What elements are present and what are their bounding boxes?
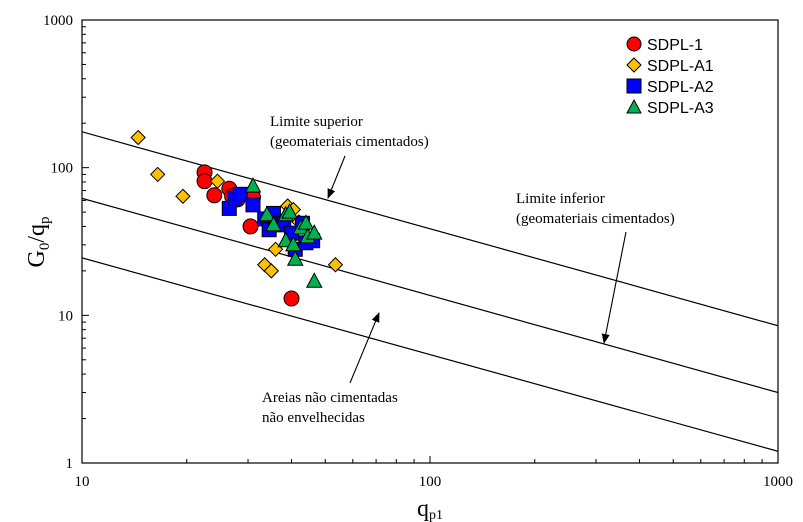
plot-area (81, 19, 779, 464)
annotation-lower-arrow (601, 231, 627, 344)
legend-marker-sdpl-a2 (626, 78, 642, 94)
point-sdpl-a3 (297, 214, 315, 230)
y-axis-title-g: G (24, 250, 50, 267)
point-sdpl-a3 (258, 205, 276, 222)
y-axis-title: G0/qp (24, 216, 53, 267)
limit-line-upper (82, 131, 778, 327)
annotation-sands-line2: não envelhecidas (262, 410, 365, 426)
y-tick-label: 1 (66, 456, 74, 472)
point-sdpl-a2 (245, 197, 261, 213)
x-tick-label: 100 (419, 474, 442, 490)
x-tick-label: 10 (75, 474, 90, 490)
legend-marker-sdpl-a1 (626, 57, 642, 73)
y-tick-label: 1000 (43, 13, 73, 29)
point-sdpl-a1 (327, 257, 344, 273)
axis-ticks (81, 26, 763, 464)
x-axis-title-main: q (417, 496, 429, 522)
point-sdpl-a3 (244, 177, 262, 193)
point-sdpl-a1 (149, 166, 166, 183)
legend-label-sdpl-a1: SDPL-A1 (647, 58, 714, 75)
y-tick-label: 10 (58, 308, 73, 324)
annotation-sands-line1: Areias não cimentadas (262, 390, 398, 406)
point-sdpl-a3 (281, 203, 298, 219)
legend-label-sdpl-a2: SDPL-A2 (647, 79, 714, 96)
annotation-lower-limit: Limite inferior (geomateriais cimentados… (516, 191, 675, 344)
point-sdpl-a1 (263, 263, 280, 279)
point-sdpl-1 (206, 187, 223, 204)
y-axis-title-zero: 0 (37, 243, 53, 251)
legend-marker-sdpl-a3 (626, 98, 642, 114)
annotation-upper-line2: (geomateriais cimentados) (270, 134, 429, 150)
annotation-lower-line1: Limite inferior (516, 191, 605, 207)
y-tick-label: 100 (51, 161, 74, 177)
point-sdpl-a3 (285, 235, 302, 252)
limit-line-middle (82, 197, 778, 394)
point-sdpl-a1 (130, 129, 146, 146)
data-points (130, 129, 344, 307)
legend-label-sdpl-a3: SDPL-A3 (647, 100, 714, 117)
x-axis-title-sub: p1 (429, 508, 443, 522)
reference-lines (82, 131, 778, 452)
legend-label-sdpl-1: SDPL-1 (647, 37, 703, 54)
legend: SDPL-1 SDPL-A1 SDPL-A2 SDPL-A3 (626, 36, 714, 117)
point-sdpl-1 (242, 218, 259, 235)
point-sdpl-1 (283, 290, 300, 307)
y-axis-title-slash: /q (24, 224, 50, 243)
point-sdpl-a3 (305, 224, 323, 240)
limit-line-lower (82, 257, 778, 452)
annotation-upper-line1: Limite superior (270, 114, 363, 130)
point-sdpl-a1 (175, 188, 191, 204)
annotation-upper-limit: Limite superior (geomateriais cimentados… (270, 114, 429, 199)
point-sdpl-a3 (286, 250, 304, 266)
point-sdpl-a3 (265, 215, 282, 232)
point-sdpl-a1 (209, 173, 226, 189)
annotation-sands: Areias não cimentadas não envelhecidas (262, 312, 398, 426)
x-tick-label: 1000 (763, 474, 793, 490)
y-axis-title-p: p (37, 216, 53, 224)
annotation-lower-line2: (geomateriais cimentados) (516, 211, 675, 227)
x-axis-title: qp1 (417, 496, 443, 522)
annotation-upper-arrow (327, 155, 346, 199)
point-sdpl-a3 (305, 272, 323, 288)
annotation-sands-arrow (349, 312, 380, 384)
point-sdpl-a2 (232, 186, 248, 202)
legend-marker-sdpl-1 (626, 36, 642, 52)
